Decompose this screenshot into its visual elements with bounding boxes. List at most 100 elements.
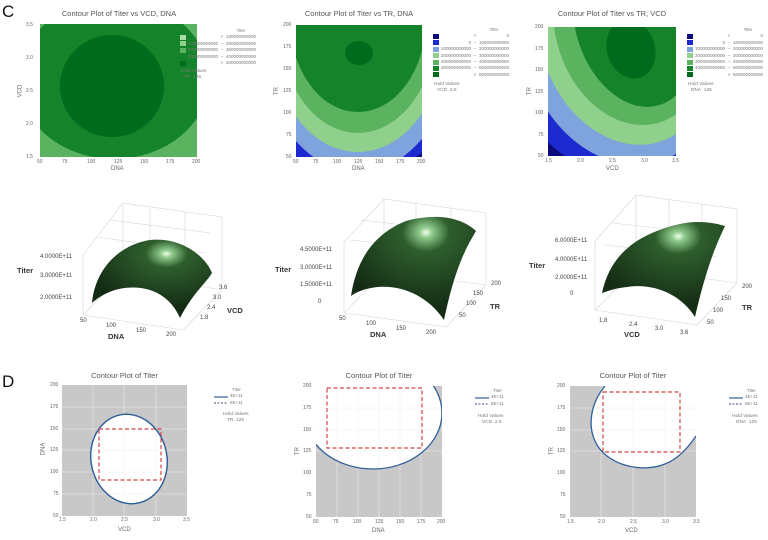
z-axis-label: Titer (275, 265, 292, 274)
x-axis-label: DNA (370, 330, 387, 339)
overlaid-contour-plot-dna-tr: Contour Plot of Titer 200 175 150 125 10… (256, 360, 512, 540)
x-tick: 100 (106, 323, 117, 329)
panel-label-d: D (2, 372, 15, 391)
z-tick: 4.0000E+11 (40, 254, 73, 260)
legend-title: Titer (236, 28, 246, 33)
x-axis-label: VCD (625, 528, 638, 534)
legend-title: Titer (743, 27, 753, 32)
x-tick: 3.0 (153, 517, 160, 523)
y-tick: 125 (303, 448, 312, 454)
hold-values: Hold Values TR 125 (181, 69, 207, 80)
x-tick: 1.8 (599, 318, 608, 324)
x-tick: 50 (313, 519, 319, 525)
contour-plot-tr-dna: Contour Plot of Titer vs TR, DNA 200 175… (256, 0, 512, 175)
x-tick: 2.0 (90, 517, 97, 523)
x-tick: 100 (353, 519, 362, 525)
solid-line-icon (729, 396, 743, 399)
x-tick: 200 (192, 159, 201, 165)
y-tick: 100 (535, 110, 544, 116)
y-tick: 50 (707, 320, 714, 326)
chart-title: Contour Plot of Titer vs TR, DNA (304, 9, 414, 18)
y-tick: 100 (303, 470, 312, 476)
y-tick: 150 (50, 426, 59, 432)
y-tick: 200 (491, 281, 502, 287)
x-tick: 125 (114, 159, 123, 165)
legend: Titer <0 0–100000000000 100000000000–200… (433, 27, 509, 78)
x-axis-label: DNA (352, 166, 365, 172)
y-tick: 2.4 (207, 305, 216, 311)
x-tick: 1.5 (545, 158, 552, 164)
y-tick: 3.0 (26, 55, 33, 61)
x-tick: 1.5 (567, 519, 574, 525)
x-axis-label: VCD (624, 330, 640, 339)
contour-area (548, 27, 676, 156)
z-tick: 0 (318, 299, 322, 305)
z-tick: 0 (570, 291, 574, 297)
z-tick: 1.5000E+11 (300, 282, 333, 288)
y-axis-label: TR (274, 87, 280, 95)
legend: Titer 4E+11 6E+11 (214, 387, 243, 406)
x-tick: 150 (396, 326, 407, 332)
y-tick: 75 (560, 492, 566, 498)
y-tick: 150 (721, 296, 732, 302)
y-tick: 175 (535, 46, 544, 52)
y-tick: 75 (286, 132, 292, 138)
z-tick: 2.0000E+11 (40, 295, 73, 301)
legend: Titer 4E+11 6E+11 (729, 388, 758, 407)
surface-area (594, 194, 738, 326)
y-tick: 175 (557, 405, 566, 411)
overlaid-contour-plot-vcd-dna: Contour Plot of Titer 200 175 150 125 10… (0, 360, 256, 540)
y-tick: 150 (473, 291, 484, 297)
x-tick: 2.5 (630, 519, 637, 525)
y-tick: 200 (283, 22, 292, 28)
x-tick: 100 (87, 159, 96, 165)
panel-label-c: C (2, 2, 15, 21)
y-tick: 200 (742, 284, 753, 290)
y-tick: 3.5 (26, 22, 33, 28)
legend-swatch (180, 54, 186, 60)
y-tick: 200 (303, 383, 312, 389)
hold-values: Hold Values DNA 125 (732, 414, 758, 425)
x-axis-label: VCD (118, 527, 131, 533)
z-axis-label: Titer (17, 266, 34, 275)
x-tick: 50 (37, 159, 43, 165)
x-tick: 175 (166, 159, 175, 165)
surface-plot-dna-tr: 4.5000E+11 3.0000E+11 1.5000E+11 0 Titer… (256, 175, 512, 350)
dashed-line-icon (729, 403, 743, 405)
y-tick: 50 (538, 153, 544, 159)
x-tick: 3.5 (672, 158, 679, 164)
y-tick: 3.0 (213, 295, 222, 301)
contour-plot-vcd-dna: Contour Plot of Titer vs VCD, DNA 3.5 3.… (0, 0, 256, 175)
y-tick: 2.0 (26, 121, 33, 127)
hold-values: Hold Values TR 125 (223, 412, 249, 423)
x-tick: 2.4 (629, 322, 638, 328)
x-tick: 100 (333, 159, 342, 165)
y-tick: 100 (466, 301, 477, 307)
x-axis-label: VCD (606, 166, 619, 172)
x-tick: 3.0 (655, 326, 664, 332)
y-tick: 1.8 (200, 315, 209, 321)
x-tick: 3.5 (693, 519, 700, 525)
contour-area (296, 25, 422, 157)
y-tick: 75 (53, 491, 59, 497)
legend: Titer <0 0–100000000000 100000000000–200… (687, 27, 763, 78)
y-tick: 50 (560, 514, 566, 520)
chart-title: Contour Plot of Titer vs TR, VCD (557, 9, 667, 18)
contour-area (40, 24, 197, 157)
x-tick: 3.0 (662, 519, 669, 525)
y-axis-label: VCD (17, 84, 24, 98)
contour-area (316, 386, 442, 517)
z-tick: 2.0000E+11 (555, 275, 588, 281)
x-tick: 75 (62, 159, 68, 165)
x-tick: 150 (136, 328, 147, 334)
contour-area (62, 385, 187, 516)
y-tick: 150 (557, 427, 566, 433)
x-tick: 200 (426, 330, 437, 336)
x-axis-label: DNA (108, 332, 125, 341)
chart-title: Contour Plot of Titer vs VCD, DNA (61, 9, 177, 18)
y-tick: 50 (286, 154, 292, 160)
y-axis-label: TR (549, 447, 555, 455)
x-tick: 2.5 (121, 517, 128, 523)
x-tick: 125 (354, 159, 363, 165)
hold-values: Hold Values VCD 2.5 (434, 82, 460, 93)
